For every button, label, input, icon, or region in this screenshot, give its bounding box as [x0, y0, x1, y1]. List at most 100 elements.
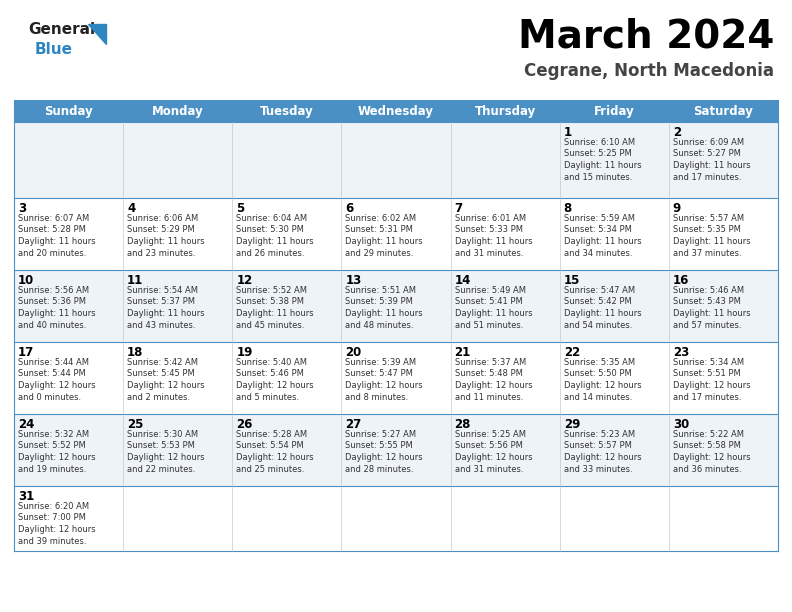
Text: Tuesday: Tuesday [260, 105, 314, 118]
Text: Sunset: 5:47 PM: Sunset: 5:47 PM [345, 370, 413, 378]
Text: and 28 minutes.: and 28 minutes. [345, 465, 414, 474]
Text: Daylight: 11 hours: Daylight: 11 hours [18, 309, 96, 318]
Text: Daylight: 12 hours: Daylight: 12 hours [236, 381, 314, 390]
Text: Sunset: 5:54 PM: Sunset: 5:54 PM [236, 441, 304, 450]
Text: Sunset: 5:34 PM: Sunset: 5:34 PM [564, 225, 631, 234]
Text: Daylight: 12 hours: Daylight: 12 hours [345, 453, 423, 462]
Text: and 23 minutes.: and 23 minutes. [128, 248, 196, 258]
Text: Daylight: 12 hours: Daylight: 12 hours [673, 381, 751, 390]
Text: Sunrise: 5:37 AM: Sunrise: 5:37 AM [455, 358, 526, 367]
Text: Daylight: 11 hours: Daylight: 11 hours [673, 161, 751, 170]
Text: and 54 minutes.: and 54 minutes. [564, 321, 632, 329]
Text: Sunrise: 5:39 AM: Sunrise: 5:39 AM [345, 358, 417, 367]
Text: Sunset: 5:39 PM: Sunset: 5:39 PM [345, 297, 413, 307]
Text: Daylight: 11 hours: Daylight: 11 hours [455, 309, 532, 318]
Text: Sunset: 5:31 PM: Sunset: 5:31 PM [345, 225, 413, 234]
Text: Sunset: 5:37 PM: Sunset: 5:37 PM [128, 297, 195, 307]
Text: Friday: Friday [594, 105, 634, 118]
Text: 25: 25 [128, 418, 143, 431]
Text: Cegrane, North Macedonia: Cegrane, North Macedonia [524, 62, 774, 80]
Text: Sunrise: 5:52 AM: Sunrise: 5:52 AM [236, 286, 307, 295]
Text: 19: 19 [236, 346, 253, 359]
Text: and 51 minutes.: and 51 minutes. [455, 321, 523, 329]
Text: 1: 1 [564, 126, 572, 139]
Text: 8: 8 [564, 202, 572, 215]
Text: Sunrise: 5:27 AM: Sunrise: 5:27 AM [345, 430, 417, 439]
Text: Sunset: 5:33 PM: Sunset: 5:33 PM [455, 225, 523, 234]
Text: Sunset: 5:35 PM: Sunset: 5:35 PM [673, 225, 741, 234]
Text: Daylight: 11 hours: Daylight: 11 hours [564, 161, 642, 170]
Text: 10: 10 [18, 274, 34, 287]
Text: Sunset: 5:43 PM: Sunset: 5:43 PM [673, 297, 741, 307]
Text: Sunrise: 5:23 AM: Sunrise: 5:23 AM [564, 430, 635, 439]
Text: Daylight: 12 hours: Daylight: 12 hours [128, 381, 205, 390]
Text: Sunset: 5:48 PM: Sunset: 5:48 PM [455, 370, 523, 378]
Text: Sunrise: 6:10 AM: Sunrise: 6:10 AM [564, 138, 635, 147]
Text: Sunrise: 5:35 AM: Sunrise: 5:35 AM [564, 358, 635, 367]
Text: and 40 minutes.: and 40 minutes. [18, 321, 86, 329]
Text: and 14 minutes.: and 14 minutes. [564, 392, 632, 401]
Text: and 11 minutes.: and 11 minutes. [455, 392, 523, 401]
Text: 21: 21 [455, 346, 470, 359]
Text: Daylight: 11 hours: Daylight: 11 hours [128, 309, 205, 318]
Text: and 45 minutes.: and 45 minutes. [236, 321, 305, 329]
Text: Sunset: 5:55 PM: Sunset: 5:55 PM [345, 441, 413, 450]
Text: 3: 3 [18, 202, 26, 215]
Text: Daylight: 11 hours: Daylight: 11 hours [236, 237, 314, 246]
Text: 14: 14 [455, 274, 471, 287]
Text: 9: 9 [673, 202, 681, 215]
Text: Sunrise: 5:42 AM: Sunrise: 5:42 AM [128, 358, 198, 367]
Bar [341, 100, 451, 122]
Text: Sunrise: 5:32 AM: Sunrise: 5:32 AM [18, 430, 89, 439]
Text: Daylight: 12 hours: Daylight: 12 hours [345, 381, 423, 390]
Text: Monday: Monday [152, 105, 204, 118]
Text: Sunrise: 5:56 AM: Sunrise: 5:56 AM [18, 286, 89, 295]
Text: Sunrise: 5:54 AM: Sunrise: 5:54 AM [128, 286, 198, 295]
Text: 17: 17 [18, 346, 34, 359]
Text: Sunrise: 6:04 AM: Sunrise: 6:04 AM [236, 214, 307, 223]
Text: Sunrise: 5:34 AM: Sunrise: 5:34 AM [673, 358, 744, 367]
Text: Sunrise: 5:47 AM: Sunrise: 5:47 AM [564, 286, 635, 295]
Text: and 33 minutes.: and 33 minutes. [564, 465, 632, 474]
Bar [14, 100, 123, 122]
Text: March 2024: March 2024 [518, 18, 774, 56]
Text: Sunrise: 6:09 AM: Sunrise: 6:09 AM [673, 138, 744, 147]
Text: Sunset: 5:25 PM: Sunset: 5:25 PM [564, 149, 631, 159]
Text: 31: 31 [18, 490, 34, 503]
Text: and 22 minutes.: and 22 minutes. [128, 465, 196, 474]
Text: and 0 minutes.: and 0 minutes. [18, 392, 81, 401]
Bar [14, 486, 778, 551]
Bar [669, 100, 778, 122]
Text: 11: 11 [128, 274, 143, 287]
Text: and 31 minutes.: and 31 minutes. [455, 465, 523, 474]
Text: 26: 26 [236, 418, 253, 431]
Bar [14, 270, 778, 342]
Text: and 43 minutes.: and 43 minutes. [128, 321, 196, 329]
Text: Daylight: 12 hours: Daylight: 12 hours [673, 453, 751, 462]
Bar [232, 100, 341, 122]
Text: General: General [28, 22, 95, 37]
Text: Daylight: 11 hours: Daylight: 11 hours [564, 237, 642, 246]
Bar [14, 342, 778, 414]
Text: Sunset: 7:00 PM: Sunset: 7:00 PM [18, 513, 86, 523]
Text: Sunrise: 5:30 AM: Sunrise: 5:30 AM [128, 430, 198, 439]
Text: Sunrise: 5:49 AM: Sunrise: 5:49 AM [455, 286, 526, 295]
Text: Sunset: 5:36 PM: Sunset: 5:36 PM [18, 297, 86, 307]
Text: Sunset: 5:52 PM: Sunset: 5:52 PM [18, 441, 86, 450]
Text: and 19 minutes.: and 19 minutes. [18, 465, 86, 474]
Text: and 8 minutes.: and 8 minutes. [345, 392, 409, 401]
Text: Daylight: 11 hours: Daylight: 11 hours [564, 309, 642, 318]
Text: Sunrise: 5:28 AM: Sunrise: 5:28 AM [236, 430, 307, 439]
Text: Sunset: 5:45 PM: Sunset: 5:45 PM [128, 370, 195, 378]
Text: Daylight: 11 hours: Daylight: 11 hours [128, 237, 205, 246]
Text: Daylight: 11 hours: Daylight: 11 hours [673, 237, 751, 246]
Text: and 57 minutes.: and 57 minutes. [673, 321, 741, 329]
Text: Sunset: 5:51 PM: Sunset: 5:51 PM [673, 370, 741, 378]
Text: Sunrise: 5:57 AM: Sunrise: 5:57 AM [673, 214, 744, 223]
Text: Daylight: 11 hours: Daylight: 11 hours [18, 237, 96, 246]
Text: Daylight: 12 hours: Daylight: 12 hours [18, 381, 96, 390]
Text: 15: 15 [564, 274, 580, 287]
Text: and 25 minutes.: and 25 minutes. [236, 465, 305, 474]
Text: 13: 13 [345, 274, 362, 287]
Text: Sunset: 5:56 PM: Sunset: 5:56 PM [455, 441, 523, 450]
